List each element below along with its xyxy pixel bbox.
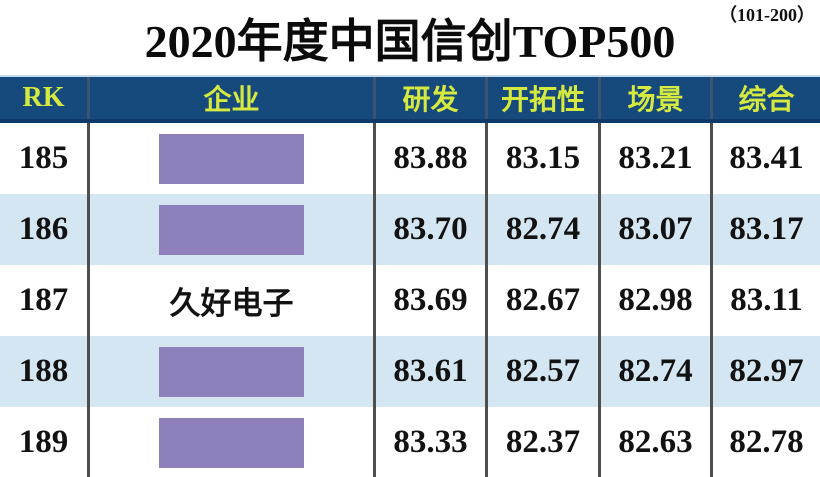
rk-cell: 186: [18, 211, 69, 247]
column-header-overall: 综合: [710, 77, 820, 119]
score-cell: 82.37: [485, 407, 598, 477]
rk-cell: 189: [18, 424, 69, 460]
score-cell: 82.63: [598, 407, 710, 477]
score-cell: 83.88: [373, 123, 485, 194]
title-area: （101-200） 2020年度中国信创TOP500: [0, 0, 820, 75]
column-header-pioneering: 开拓性: [485, 77, 598, 119]
score-cell: 83.69: [373, 265, 485, 336]
redaction-box: [159, 346, 304, 397]
company-cell: 久好电子: [87, 265, 373, 336]
table-header-row: RK 企业 研发 开拓性 场景 综合: [0, 75, 820, 123]
table-body: 185 83.88 83.15 83.21 83.41 186 83.70 82.74 83.0…: [0, 123, 820, 477]
redaction-box: [159, 204, 304, 255]
score-cell: 83.07: [598, 194, 710, 265]
score-cell: 83.33: [373, 407, 485, 477]
redaction-box: [159, 133, 304, 184]
column-header-scenario: 场景: [598, 77, 710, 119]
range-label: （101-200）: [719, 5, 815, 25]
company-cell: [87, 123, 373, 194]
company-cell: [87, 336, 373, 407]
score-cell: 83.17: [710, 194, 820, 265]
table-row: 186 83.70 82.74 83.07 83.17: [0, 194, 820, 265]
redaction-box: [159, 417, 304, 468]
table-row: 188 83.61 82.57 82.74 82.97: [0, 336, 820, 407]
column-header-rk: RK: [22, 82, 65, 113]
table-row: 189 83.33 82.37 82.63 82.78: [0, 407, 820, 477]
score-cell: 83.21: [598, 123, 710, 194]
score-cell: 82.57: [485, 336, 598, 407]
score-cell: 82.98: [598, 265, 710, 336]
score-cell: 83.11: [710, 265, 820, 336]
score-cell: 82.97: [710, 336, 820, 407]
score-cell: 83.15: [485, 123, 598, 194]
company-cell: [87, 194, 373, 265]
score-cell: 82.74: [485, 194, 598, 265]
company-cell: [87, 407, 373, 477]
score-cell: 82.78: [710, 407, 820, 477]
rk-cell: 185: [18, 140, 69, 176]
rk-cell: 187: [18, 282, 69, 318]
score-cell: 82.67: [485, 265, 598, 336]
score-cell: 83.70: [373, 194, 485, 265]
ranking-table: RK 企业 研发 开拓性 场景 综合 185 83.88 83.15 83.21 83.…: [0, 75, 820, 477]
score-cell: 83.41: [710, 123, 820, 194]
rk-cell: 188: [18, 353, 69, 389]
table-row: 185 83.88 83.15 83.21 83.41: [0, 123, 820, 194]
score-cell: 83.61: [373, 336, 485, 407]
page-title: 2020年度中国信创TOP500: [144, 16, 676, 67]
score-cell: 82.74: [598, 336, 710, 407]
column-header-rnd: 研发: [373, 77, 485, 119]
column-header-company: 企业: [87, 77, 373, 119]
table-row: 187 久好电子 83.69 82.67 82.98 83.11: [0, 265, 820, 336]
